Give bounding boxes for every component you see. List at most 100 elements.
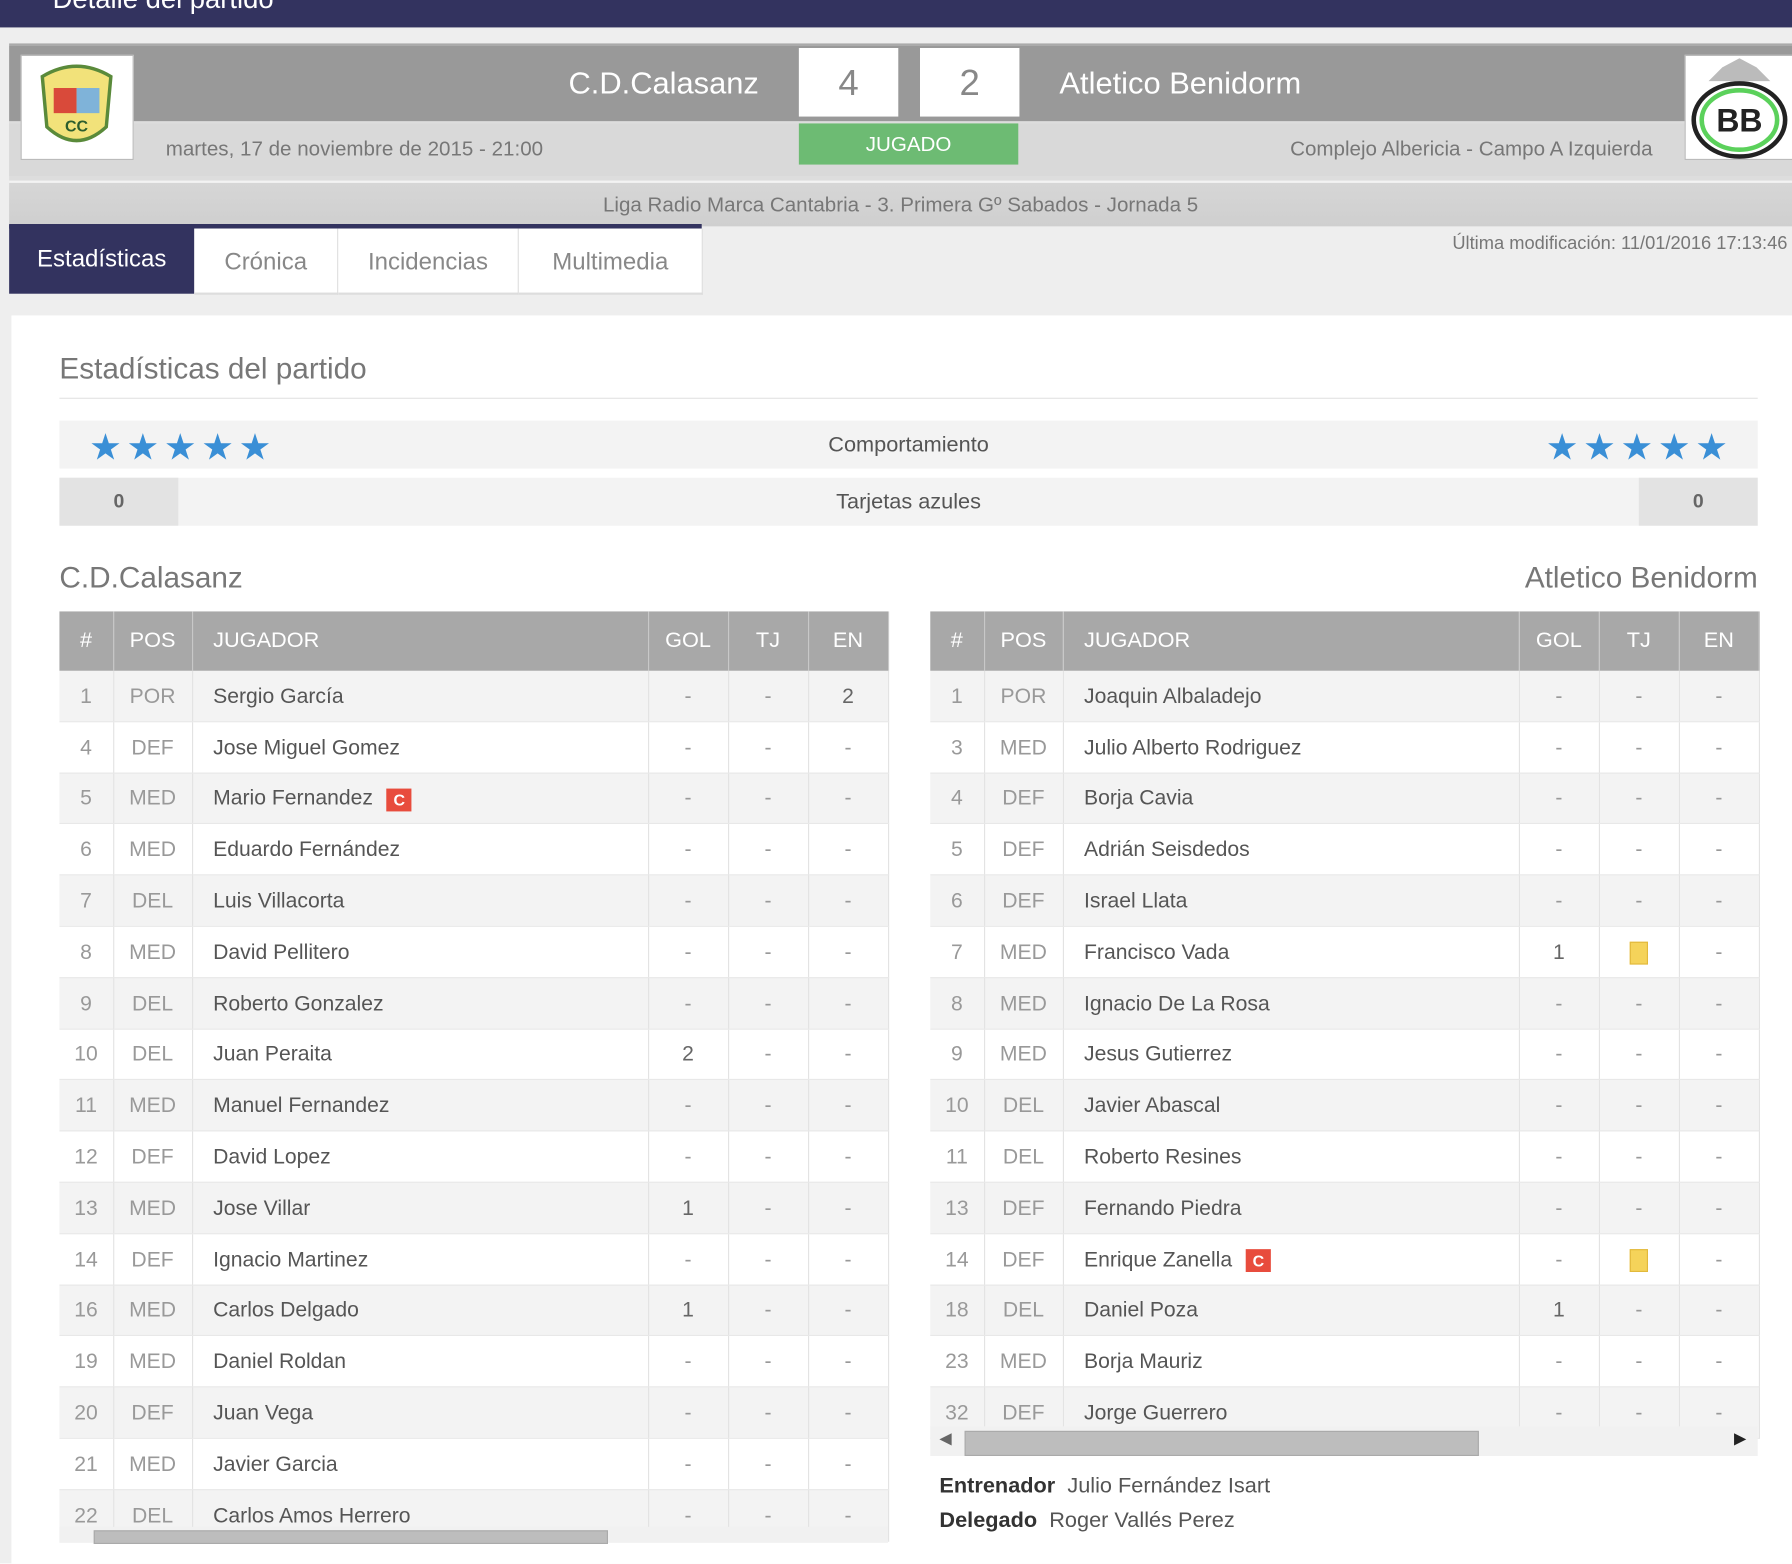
cell: - [727,1233,809,1286]
cell: MED [983,1335,1064,1388]
cell: - [1678,823,1760,876]
player-name[interactable]: Roberto Gonzalez [213,990,384,1015]
cell: MED [113,1284,193,1337]
cell: 5 [930,823,985,876]
cell: DEL [113,875,193,927]
player-name[interactable]: Ignacio De La Rosa [1083,990,1270,1015]
column-header[interactable]: POS [113,611,193,671]
column-header[interactable]: EN [1678,611,1760,671]
scrollbar-thumb[interactable] [93,1530,608,1544]
player-name[interactable]: Adrián Seisdedos [1083,836,1250,861]
table-row: 4 DEF Borja Cavia - - - [930,772,1760,825]
column-header[interactable]: TJ [1598,611,1680,671]
column-header[interactable]: JUGADOR [191,611,649,671]
player-name[interactable]: Sergio García [213,683,344,708]
window-title: Detalle del partido [53,0,274,16]
player-name[interactable]: David Pellitero [213,939,350,964]
cell: 3 [930,721,985,774]
player-name[interactable]: Joaquin Albaladejo [1083,683,1262,708]
player-name[interactable]: Jorge Guerrero [1083,1400,1228,1425]
cell: MED [113,1182,193,1235]
cell: - [807,1438,889,1490]
away-table-scrollbar[interactable]: ◀ ▶ [930,1426,1758,1456]
cell: - [727,1335,809,1388]
home-players-table: # POS JUGADOR GOL TJ EN 1 POR Sergio García - -2 4 D… [59,611,889,1542]
table-row: 16 MED Carlos Delgado 1- - [59,1284,889,1337]
player-name[interactable]: Roberto Resines [1083,1144,1242,1169]
cell: 13 [59,1182,114,1235]
tab-incidencias[interactable]: Incidencias [338,228,519,295]
table-row: 8 MED David Pellitero - - - [59,926,889,979]
column-header[interactable]: # [930,611,985,671]
player-name[interactable]: Juan Peraita [213,1041,332,1066]
player-name[interactable]: Fernando Piedra [1083,1195,1242,1220]
scrollbar-thumb[interactable] [964,1430,1479,1456]
column-header[interactable]: GOL [647,611,729,671]
player-name[interactable]: Carlos Delgado [213,1297,359,1322]
cell: - [1518,1233,1600,1286]
blue-cards-row: 0 Tarjetas azules 0 [59,477,1758,526]
cell: - [1518,1131,1600,1183]
player-name[interactable]: Daniel Poza [1083,1297,1199,1322]
player-name[interactable]: Jesus Gutierrez [1083,1041,1233,1066]
table-row: 1 POR Sergio García - -2 [59,670,889,723]
player-name[interactable]: Borja Mauriz [1083,1348,1203,1373]
cell: 14 [59,1233,114,1286]
cell: - [807,1131,889,1183]
column-header[interactable]: # [59,611,114,671]
cell: - [1678,875,1760,927]
table-row: 1 POR Joaquin Albaladejo - - - [930,670,1760,723]
cell: - [807,1284,889,1337]
table-row: 13 MED Jose Villar 1- - [59,1182,889,1235]
column-header[interactable]: TJ [727,611,809,671]
scroll-left-icon[interactable]: ◀ [939,1428,952,1447]
cell: DEL [983,1284,1064,1337]
player-name[interactable]: Francisco Vada [1083,939,1230,964]
scroll-right-icon[interactable]: ▶ [1733,1428,1747,1447]
column-header[interactable]: EN [807,611,889,671]
player-name[interactable]: Javier Garcia [213,1451,338,1476]
home-table-scrollbar[interactable] [59,1526,888,1544]
cell: 4 [59,721,114,774]
player-name[interactable]: Jose Villar [213,1195,311,1220]
player-name[interactable]: Daniel Roldan [213,1348,346,1373]
tab-cronica[interactable]: Crónica [194,228,339,295]
player-name[interactable]: Ignacio Martinez [213,1246,369,1271]
cell: - [1598,721,1680,774]
cell: MED [113,772,193,825]
behaviour-row: ★★★★★ Comportamiento ★★★★★ [59,420,1758,469]
table-row: 13 DEF Fernando Piedra - - - [930,1182,1760,1235]
cell: 16 [59,1284,114,1337]
table-row: 7 DEL Luis Villacorta - - - [59,875,889,927]
player-name[interactable]: Javier Abascal [1083,1092,1221,1117]
tab-multimedia[interactable]: Multimedia [518,228,703,295]
cell: 9 [59,977,114,1030]
player-name[interactable]: Israel Llata [1083,888,1188,913]
cell: - [1678,1182,1760,1235]
player-name[interactable]: David Lopez [213,1144,331,1169]
cell: - [807,1335,889,1388]
column-header[interactable]: GOL [1518,611,1600,671]
player-name[interactable]: Carlos Amos Herrero [213,1502,411,1527]
home-team-logo: CC [20,54,134,160]
tab-estadisticas[interactable]: Estadísticas [9,225,195,294]
table-row: 6 DEF Israel Llata - - - [930,875,1760,927]
table-row: 11 MED Manuel Fernandez - - - [59,1079,889,1132]
cell: - [1518,875,1600,927]
player-name[interactable]: Luis Villacorta [213,888,345,913]
player-name[interactable]: Jose Miguel Gomez [213,734,400,759]
player-name[interactable]: Eduardo Fernández [213,836,401,861]
column-header[interactable]: JUGADOR [1062,611,1520,671]
away-score: 2 [919,47,1020,117]
cell: - [1598,772,1680,825]
cell: - [727,823,809,876]
player-name[interactable]: Manuel Fernandez [213,1092,390,1117]
player-name[interactable]: Enrique Zanella [1083,1246,1233,1271]
player-name[interactable]: Mario Fernandez [213,785,373,810]
cell: - [1678,1131,1760,1183]
player-name[interactable]: Juan Vega [213,1400,314,1425]
table-row: 14 DEF Enrique Zanella C - - [930,1233,1760,1286]
player-name[interactable]: Julio Alberto Rodriguez [1083,734,1302,759]
column-header[interactable]: POS [983,611,1064,671]
player-name[interactable]: Borja Cavia [1083,785,1194,810]
